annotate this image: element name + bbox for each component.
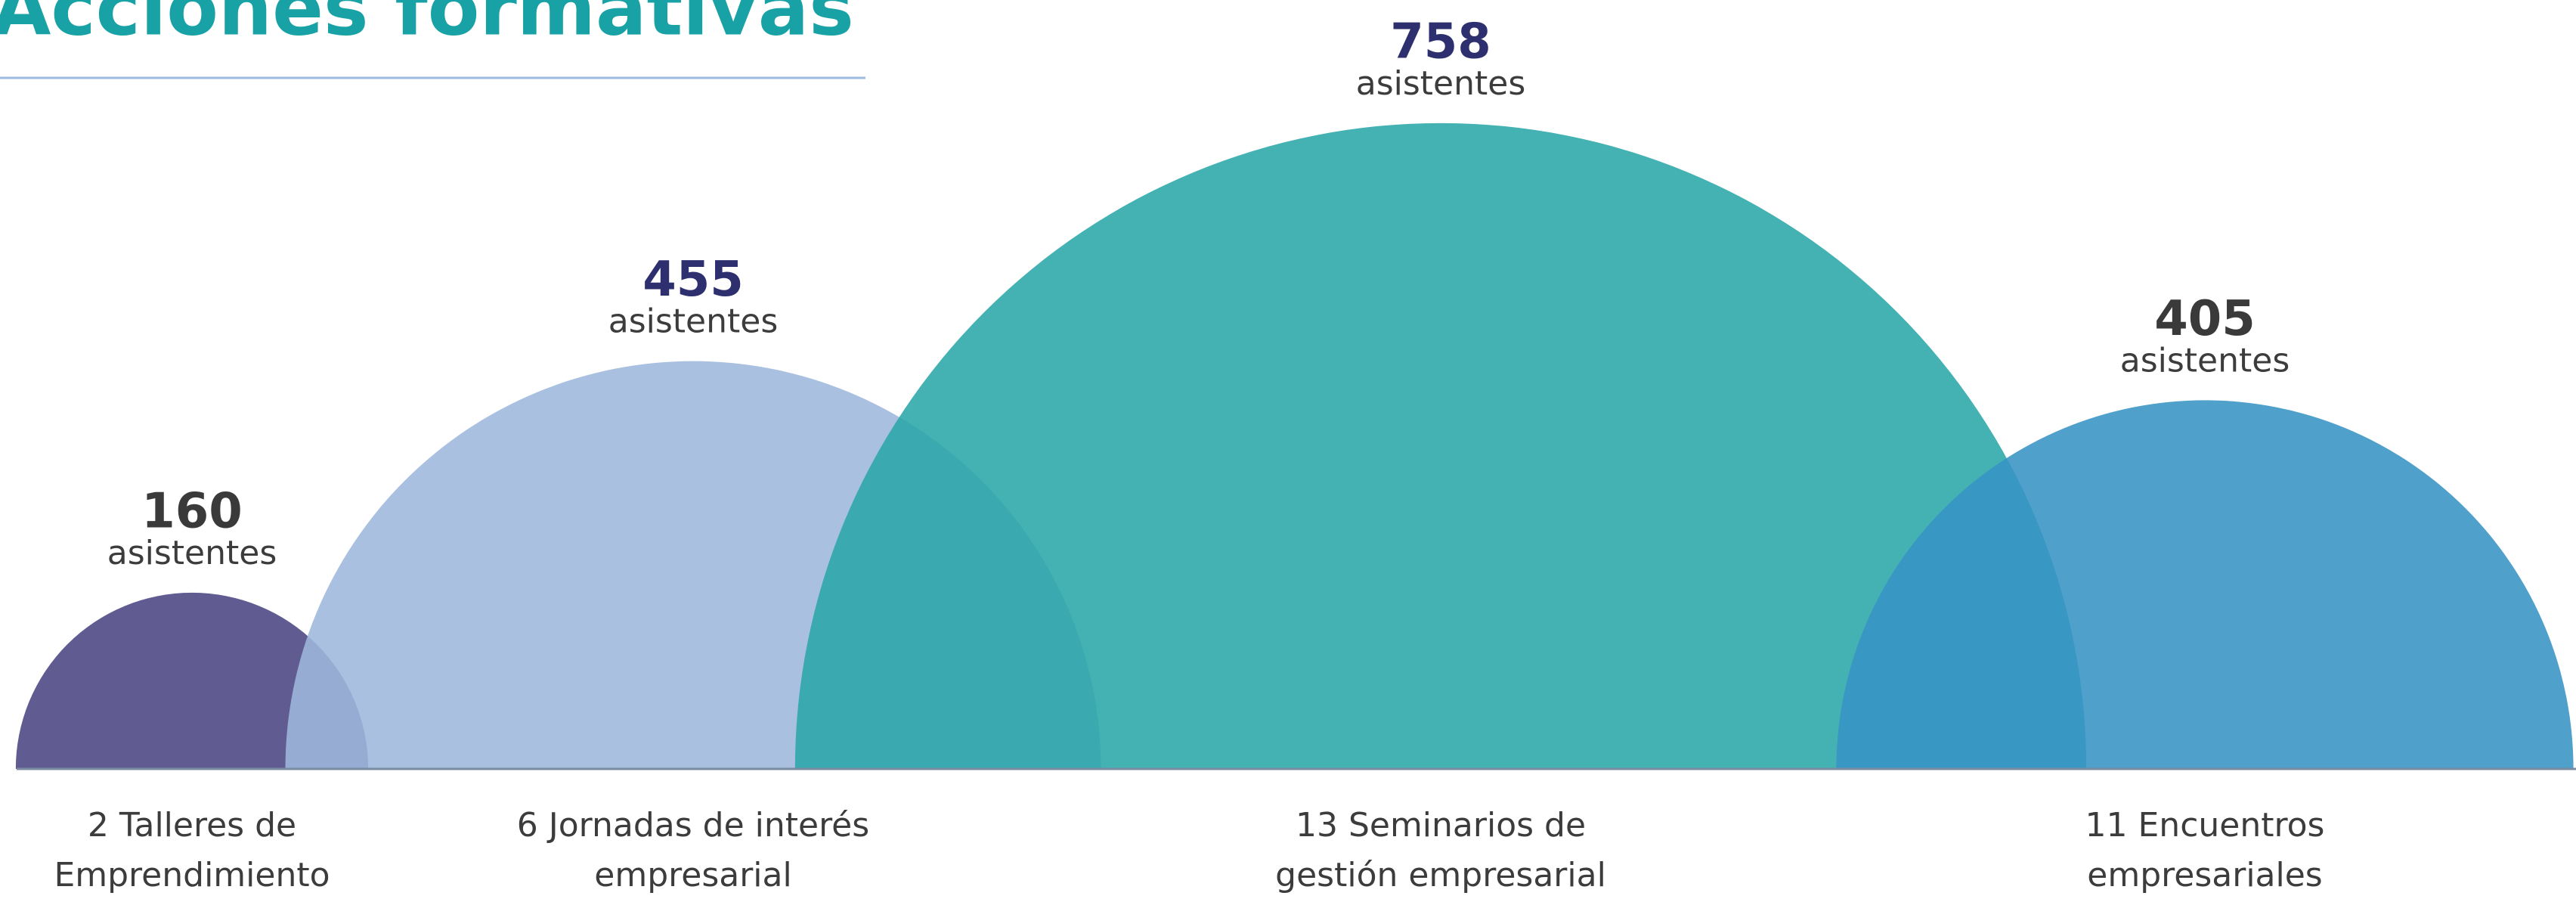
category-label: Emprendimiento: [54, 856, 330, 894]
category-label: 2 Talleres de: [88, 806, 296, 845]
value-label: 160: [141, 483, 243, 539]
category-label: 6 Jornadas de interés: [517, 806, 869, 845]
value-label: 758: [1390, 14, 1491, 70]
chart-title: Acciones formativas: [0, 0, 854, 52]
value-label: 455: [642, 252, 744, 308]
semicircle: [1836, 400, 2574, 769]
unit-label: asistentes: [2120, 341, 2290, 380]
semicircle: [794, 122, 2087, 769]
value-label: 405: [2154, 291, 2256, 347]
unit-label: asistentes: [608, 302, 779, 340]
category-label: 13 Seminarios de: [1296, 806, 1586, 845]
category-label: empresarial: [594, 856, 791, 894]
unit-label: asistentes: [1356, 64, 1526, 103]
category-label: gestión empresarial: [1275, 856, 1606, 894]
semicircle: [15, 592, 369, 769]
unit-label: asistentes: [107, 534, 277, 572]
category-label: 11 Encuentros: [2085, 806, 2325, 845]
category-label: empresariales: [2087, 856, 2322, 894]
